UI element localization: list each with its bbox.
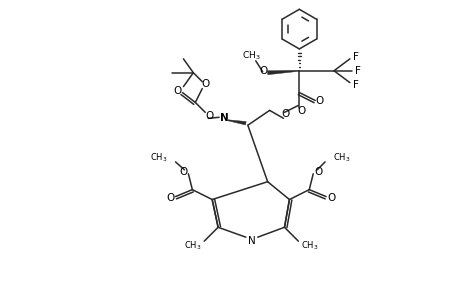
Text: O: O [166,193,174,202]
Text: O: O [313,167,322,177]
Text: O: O [173,85,181,96]
Text: O: O [281,109,289,119]
Text: CH$_3$: CH$_3$ [242,50,261,62]
Text: F: F [354,66,360,76]
Text: O: O [326,193,335,202]
Polygon shape [267,70,299,75]
Text: O: O [297,106,305,116]
Text: O: O [201,79,209,88]
Text: N: N [247,236,255,246]
Text: CH$_3$: CH$_3$ [301,240,318,252]
Text: O: O [259,66,267,76]
Text: CH$_3$: CH$_3$ [183,240,201,252]
Text: O: O [205,111,213,121]
Polygon shape [228,120,246,125]
Text: O: O [179,167,187,177]
Text: F: F [352,52,358,62]
Text: O: O [314,97,323,106]
Text: CH$_3$: CH$_3$ [150,152,167,164]
Text: N: N [219,113,228,123]
Text: F: F [352,80,358,90]
Text: CH$_3$: CH$_3$ [332,152,350,164]
